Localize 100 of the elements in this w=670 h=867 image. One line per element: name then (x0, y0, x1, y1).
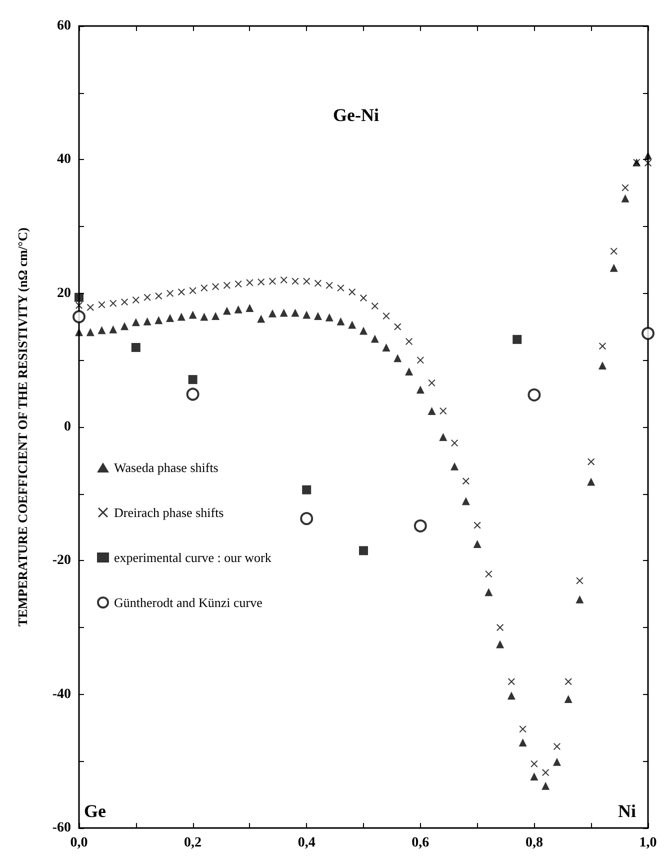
point (360, 326, 368, 335)
point (75, 328, 83, 336)
y-tick-label: 60 (57, 18, 71, 34)
legend-label: Dreirach phase shifts (114, 505, 224, 520)
point (439, 433, 448, 442)
point (166, 290, 174, 297)
annotation: Ge (84, 801, 106, 821)
x-tick-label: 0,2 (184, 836, 202, 850)
point (268, 278, 276, 285)
point (302, 310, 311, 319)
point (644, 160, 652, 167)
point (564, 695, 572, 704)
point (72, 310, 86, 324)
point (74, 292, 84, 302)
point (530, 772, 538, 781)
point (326, 282, 333, 289)
point (553, 742, 560, 750)
point (610, 248, 618, 255)
legend-label: experimental curve : our work (114, 550, 272, 565)
point (371, 302, 378, 310)
point (178, 288, 185, 296)
point (484, 588, 493, 596)
point (428, 379, 436, 386)
legend-label: Waseda phase shifts (114, 460, 218, 475)
point (121, 298, 128, 306)
point (292, 278, 299, 285)
point (314, 280, 322, 287)
point (258, 278, 265, 286)
x-tick-label: 0,0 (70, 836, 88, 850)
point (188, 310, 197, 319)
point (508, 678, 515, 686)
point (564, 678, 572, 686)
point (189, 287, 196, 294)
point (621, 194, 630, 202)
point (131, 342, 140, 352)
point (552, 758, 561, 766)
point (268, 309, 276, 318)
y-tick-label: 0 (64, 420, 71, 434)
point (519, 726, 526, 733)
point (76, 302, 82, 309)
point (186, 388, 200, 401)
x-tick-label: 0,8 (525, 836, 543, 850)
y-tick-label: -60 (52, 820, 71, 836)
point (512, 334, 522, 344)
point (462, 497, 470, 506)
point (188, 375, 198, 384)
point (314, 312, 322, 320)
point (291, 308, 300, 317)
point (302, 485, 312, 494)
point (98, 301, 106, 308)
point (530, 760, 538, 768)
point (428, 406, 436, 415)
point (405, 368, 414, 376)
x-tick-label: 1,0 (639, 836, 657, 850)
y-tick-label: 20 (57, 286, 71, 301)
point (348, 288, 356, 296)
y-tick-label: 40 (57, 152, 71, 168)
point (382, 343, 390, 352)
point (166, 314, 174, 322)
point (507, 692, 516, 700)
point (154, 316, 163, 324)
point (610, 264, 618, 272)
point (246, 304, 254, 312)
point (132, 318, 140, 326)
point (485, 570, 492, 578)
point (300, 512, 314, 526)
point (394, 354, 402, 362)
point (246, 279, 254, 286)
point (177, 312, 186, 321)
point (212, 312, 220, 320)
legend-label: Güntherodt and Künzi curve (114, 595, 263, 610)
point (450, 462, 459, 470)
point (359, 546, 368, 556)
point (223, 282, 230, 289)
point (222, 306, 231, 315)
point (598, 362, 606, 370)
point (120, 322, 129, 330)
annotation: Ni (618, 801, 636, 821)
point (462, 478, 470, 485)
text: Ge-Ni (333, 105, 379, 125)
y-axis-title: TEMPERATURE COEFFICIENT OF THE RESISTIVITY (nΩ cm/°C) (15, 228, 30, 626)
point (642, 326, 654, 340)
point (440, 407, 447, 414)
point (200, 312, 208, 321)
point (382, 312, 390, 320)
point (644, 152, 652, 160)
point (143, 317, 152, 326)
point (598, 342, 606, 350)
point (234, 305, 242, 314)
point (394, 323, 402, 330)
point (576, 595, 584, 604)
point (474, 522, 481, 529)
point (109, 325, 118, 334)
x-tick-label: 0,6 (412, 836, 430, 850)
point (528, 388, 541, 402)
point (86, 304, 94, 311)
point (303, 278, 310, 285)
x-tick-label: 0,4 (298, 836, 316, 850)
point (622, 184, 629, 192)
point (588, 458, 595, 466)
